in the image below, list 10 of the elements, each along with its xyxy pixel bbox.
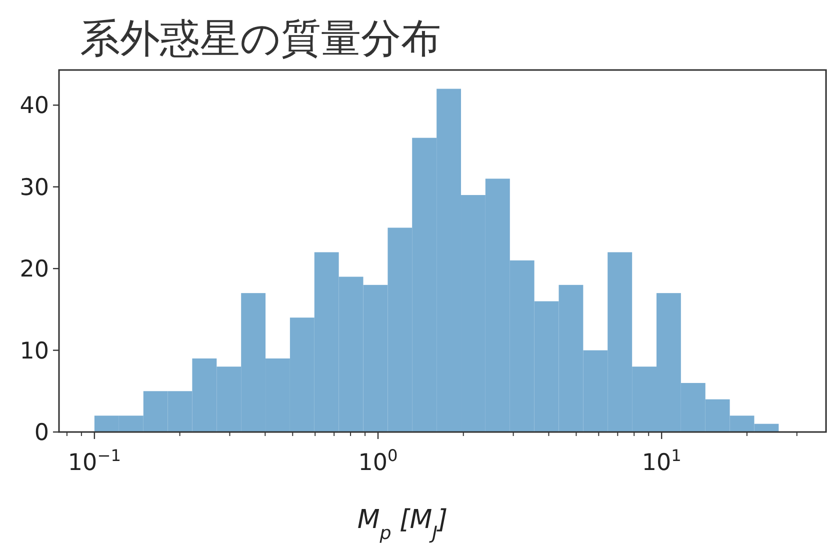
chart-title: 系外惑星の質量分布: [80, 16, 441, 62]
x-axis-title: M$_{p}$ [M$_{J}$]: [357, 505, 448, 543]
y-tick-label: 0: [34, 420, 49, 446]
x-tick-label: 10$^{−1}$: [68, 446, 121, 476]
x-tick-label: 10$^{0}$: [358, 446, 398, 476]
y-tick-label: 40: [20, 93, 49, 120]
x-tick-label: 10$^{1}$: [642, 446, 682, 476]
y-tick-label: 20: [20, 256, 49, 283]
y-tick-label: 30: [20, 174, 49, 201]
y-tick-label: 10: [20, 338, 49, 364]
